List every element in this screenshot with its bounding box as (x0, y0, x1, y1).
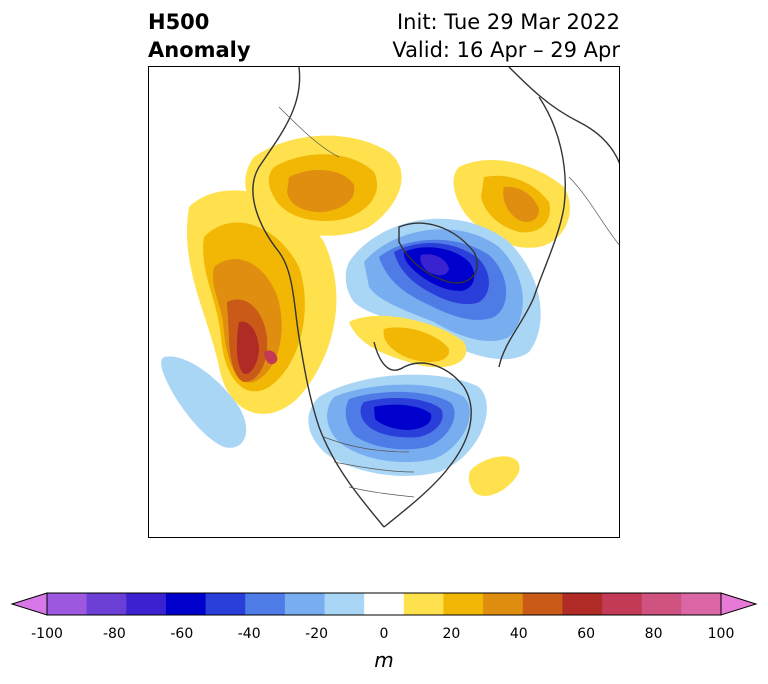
colorbar-segment (403, 593, 444, 615)
colorbar-tick-label: 20 (442, 626, 461, 642)
anomaly-map (148, 66, 620, 538)
colorbar-tick-label: -40 (237, 626, 261, 642)
colorbar-tick-label: -100 (31, 626, 63, 642)
colorbar-segment (324, 593, 365, 615)
colorbar-extend-max (720, 592, 758, 616)
title-field: Anomaly (148, 38, 251, 62)
scandinavia-ridge (453, 159, 570, 248)
colorbar-segment (284, 593, 326, 615)
colorbar-segment (245, 593, 286, 615)
title-left: H500 Anomaly (148, 8, 251, 64)
colorbar-unit: m (374, 648, 394, 672)
colorbar-segment (483, 593, 524, 615)
colorbar-outline (46, 592, 722, 616)
colorbar-tick-label: 100 (707, 626, 735, 642)
colorbar-segment (443, 593, 484, 615)
valid-range: Valid: 16 Apr – 29 Apr (392, 38, 620, 62)
siberia-ridge (245, 135, 402, 236)
colorbar-segment (602, 593, 643, 615)
map-svg (161, 67, 619, 528)
colorbar-tick-label: -80 (102, 626, 126, 642)
baffin-ridge-core (383, 327, 450, 362)
colorbar-segment (126, 593, 167, 615)
borders (278, 106, 619, 498)
colorbar-segment (364, 593, 405, 615)
hudson-trough (308, 374, 487, 476)
colorbar-segment (641, 593, 682, 615)
colorbar-tick-label: 40 (509, 626, 528, 642)
colorbar-segments (47, 593, 722, 615)
colorbar-segment (522, 593, 563, 615)
colorbar-tick-label: 0 (379, 626, 389, 642)
title-variable: H500 (148, 10, 210, 34)
colorbar-tick-label: -20 (305, 626, 329, 642)
colorbar-tick-label: 60 (577, 626, 596, 642)
colorbar-tick-label: -60 (170, 626, 194, 642)
coastlines (252, 67, 619, 528)
init-date: Init: Tue 29 Mar 2022 (396, 10, 620, 34)
pacific-ridge (186, 190, 337, 414)
colorbar-segment (165, 593, 207, 615)
colorbar (10, 592, 758, 616)
title-right: Init: Tue 29 Mar 2022 Valid: 16 Apr – 29… (392, 8, 620, 64)
colorbar-extend-min (10, 592, 48, 616)
pacific-trough (161, 356, 247, 448)
atlantic-ridge (468, 456, 520, 496)
colorbar-segment (681, 593, 722, 615)
colorbar-segment (562, 593, 603, 615)
colorbar-segment (47, 593, 88, 615)
colorbar-segment (205, 593, 246, 615)
colorbar-tick-label: 80 (644, 626, 663, 642)
colorbar-segment (86, 593, 127, 615)
